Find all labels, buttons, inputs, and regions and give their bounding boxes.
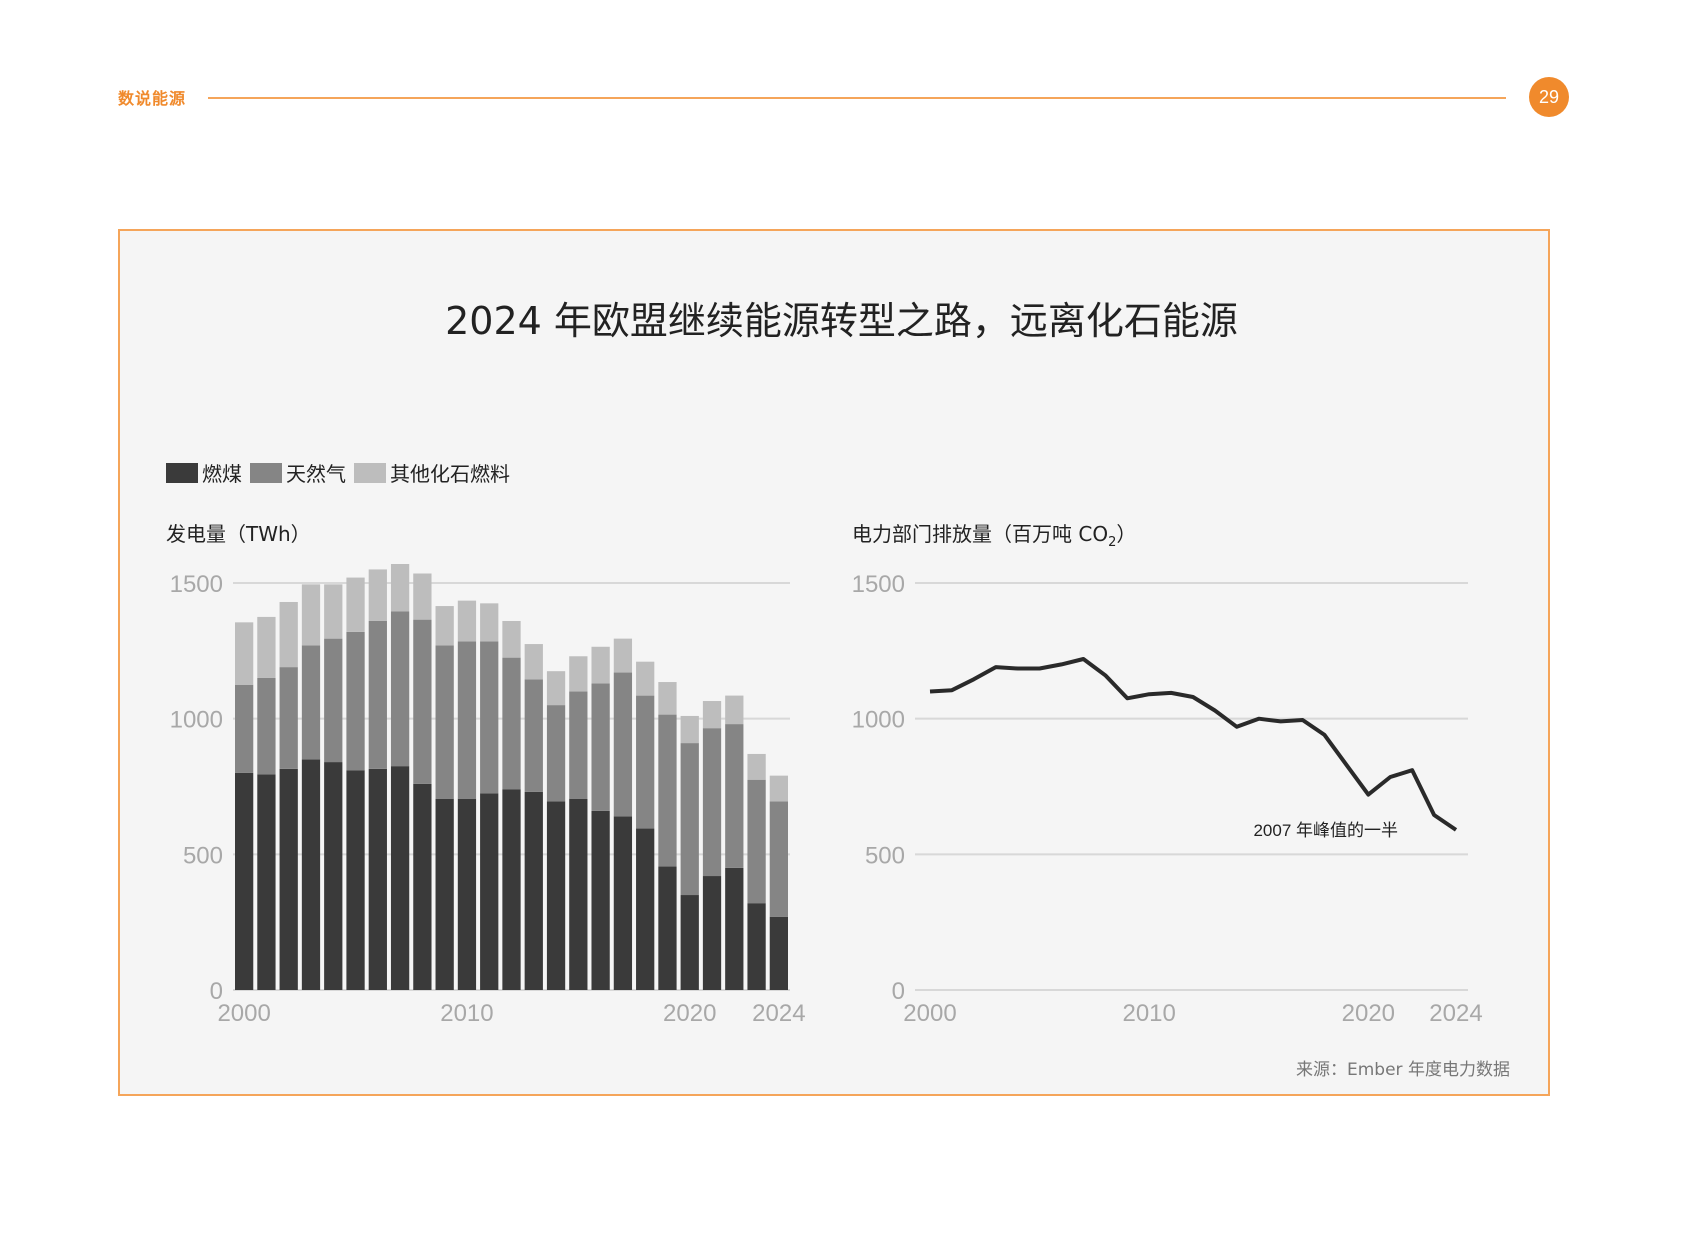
legend-item-coal: 燃煤 [166,458,242,487]
header-section-label: 数说能源 [118,89,187,108]
legend-label-gas: 天然气 [286,462,346,486]
legend: 燃煤 天然气 其他化石燃料 [166,458,518,487]
bar-chart-ylabel: 发电量（TWh） [166,522,311,546]
legend-item-other: 其他化石燃料 [354,458,510,487]
page-number-badge: 29 [1529,77,1569,117]
figure-title: 2024 年欧盟继续能源转型之路，远离化石能源 [445,299,1238,343]
line-chart-ylabel: 电力部门排放量（百万吨 CO2） [852,518,1136,550]
legend-item-gas: 天然气 [250,458,346,487]
legend-swatch-other [354,462,386,483]
legend-label-coal: 燃煤 [202,462,242,486]
legend-swatch-coal [166,462,198,483]
line-chart-ylabel-main: 电力部门排放量（百万吨 CO [852,522,1109,546]
legend-label-other: 其他化石燃料 [390,462,510,486]
line-chart-ylabel-end: ） [1116,522,1137,546]
source-note: 来源：Ember 年度电力数据 [1296,1060,1510,1080]
header-rule [208,97,1506,99]
legend-swatch-gas [250,462,282,483]
figure-panel [118,229,1550,1096]
line-chart-ylabel-subscript: 2 [1108,535,1117,550]
